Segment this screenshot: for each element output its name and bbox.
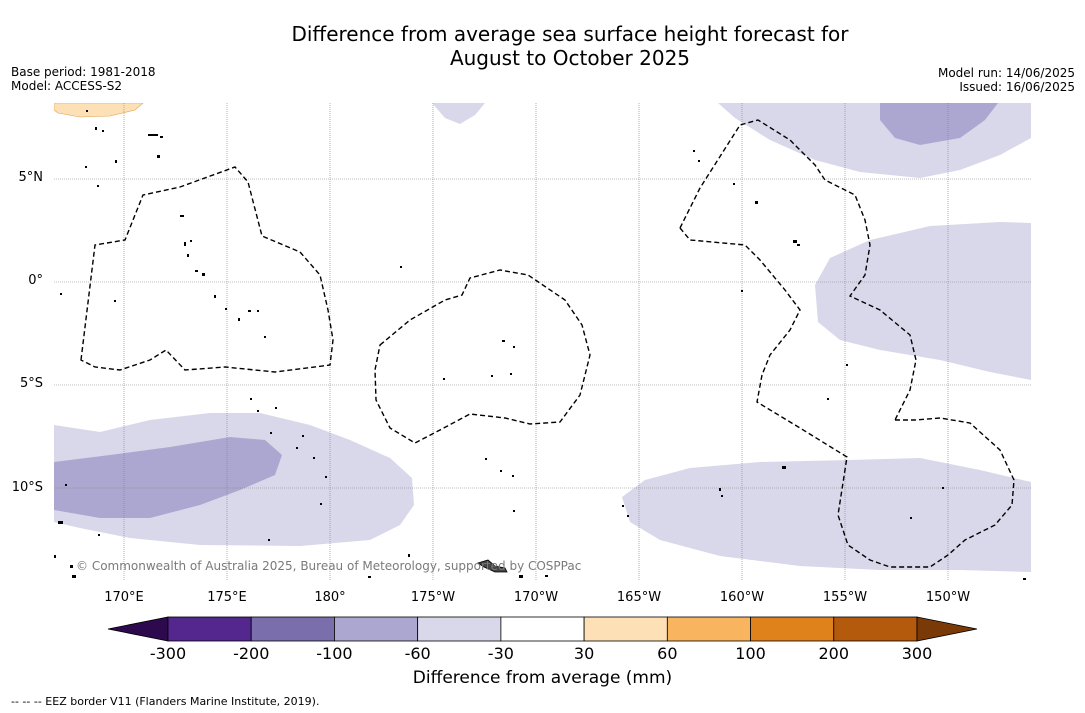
colorbar-tick-label: 100 bbox=[735, 644, 766, 663]
lon-label-180: 180° bbox=[314, 590, 346, 605]
colorbar-bin bbox=[750, 616, 835, 642]
eez-border-cook-islands bbox=[837, 417, 1015, 568]
colorbar-tick-label: -30 bbox=[487, 644, 514, 663]
colorbar-tick-label: -300 bbox=[149, 644, 187, 663]
colorbar-label: Difference from average (mm) bbox=[412, 668, 673, 688]
lat-label-5s: 5°S bbox=[19, 376, 43, 391]
colorbar-bin bbox=[250, 616, 335, 642]
colorbar-bin bbox=[334, 616, 419, 642]
copyright-notice: © Commonwealth of Australia 2025, Bureau… bbox=[76, 559, 582, 573]
colorbar bbox=[107, 616, 978, 642]
colorbar-tick-label: 200 bbox=[818, 644, 850, 663]
eez-border-line-islands bbox=[679, 119, 917, 421]
colorbar-bin bbox=[666, 616, 751, 642]
anomaly-region-north bbox=[432, 103, 485, 124]
eez-border-line-islands-west bbox=[679, 227, 848, 516]
colorbar-tick-label: 300 bbox=[901, 644, 933, 663]
title-line-2: August to October 2025 bbox=[449, 46, 691, 70]
lat-label-5n: 5°N bbox=[18, 170, 44, 185]
lon-label-160w: 160°W bbox=[719, 590, 765, 605]
anomaly-region-ne-core bbox=[880, 103, 998, 145]
eez-footnote: -- -- -- EEZ border V11 (Flanders Marine… bbox=[11, 695, 320, 708]
anomaly-region-east bbox=[815, 222, 1031, 380]
model-name: Model: ACCESS-S2 bbox=[11, 79, 123, 93]
colorbar-above-triangle bbox=[916, 616, 978, 642]
anomaly-region-nw-positive bbox=[54, 103, 144, 118]
islands bbox=[54, 110, 1026, 580]
colorbar-bin bbox=[417, 616, 502, 642]
lon-label-155w: 155°W bbox=[822, 590, 868, 605]
chart-title: Difference from average sea surface heig… bbox=[0, 22, 1085, 70]
issued-date: Issued: 16/06/2025 bbox=[959, 80, 1075, 94]
colorbar-tick-label: 60 bbox=[657, 644, 678, 663]
base-period: Base period: 1981-2018 bbox=[11, 65, 156, 79]
lon-label-165w: 165°W bbox=[616, 590, 662, 605]
colorbar-tick-label: -60 bbox=[404, 644, 431, 663]
colorbar-tick-label: -100 bbox=[316, 644, 353, 663]
colorbar-bin bbox=[500, 616, 585, 642]
colorbar-bin bbox=[167, 616, 252, 642]
eez-border-phoenix bbox=[374, 269, 591, 444]
eez-border-tuvalu bbox=[80, 166, 334, 373]
lon-label-170e: 170°E bbox=[104, 590, 144, 605]
lat-label-0: 0° bbox=[28, 273, 43, 288]
lat-label-10s: 10°S bbox=[11, 480, 43, 495]
eez-borders bbox=[80, 119, 1015, 568]
anomaly-region-sw-core bbox=[54, 437, 282, 518]
lon-label-175e: 175°E bbox=[207, 590, 247, 605]
meta-left: Base period: 1981-2018 Model: ACCESS-S2 bbox=[11, 65, 156, 93]
colorbar-bin bbox=[833, 616, 918, 642]
colorbar-bin bbox=[583, 616, 668, 642]
colorbar-tick-label: -200 bbox=[233, 644, 270, 663]
title-line-1: Difference from average sea surface heig… bbox=[291, 22, 849, 46]
anomaly-region-se bbox=[622, 458, 1031, 572]
lon-label-175w: 175°W bbox=[410, 590, 456, 605]
lon-label-170w: 170°W bbox=[513, 590, 559, 605]
colorbar-tick-label: 30 bbox=[573, 644, 595, 663]
lon-label-150w: 150°W bbox=[925, 590, 971, 605]
meta-right: Model run: 14/06/2025 Issued: 16/06/2025 bbox=[938, 66, 1075, 94]
gridlines bbox=[54, 103, 1031, 581]
anomaly-fields bbox=[54, 103, 1031, 572]
colorbar-below-triangle bbox=[107, 616, 169, 642]
model-run: Model run: 14/06/2025 bbox=[937, 66, 1075, 80]
